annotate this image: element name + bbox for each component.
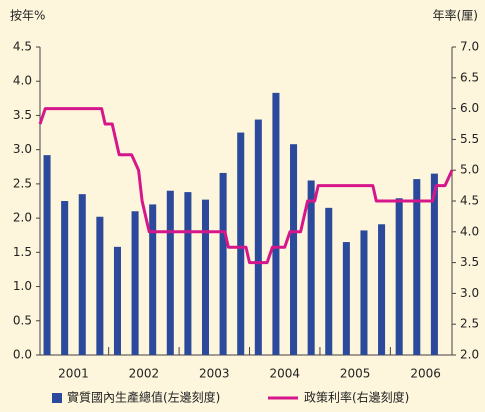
bar [325,207,333,355]
bar [131,211,139,355]
bar [201,199,210,355]
y-tick-label: 1.0 [13,279,32,293]
x-tick-label: 2002 [129,367,160,381]
bar [78,194,86,355]
y-tick-label: 3.0 [13,142,32,156]
y-axis-label: 按年% [10,9,45,23]
y2-tick-label: 3.5 [460,255,479,269]
bar [254,119,262,355]
bar [395,198,403,355]
bar [61,201,69,355]
bar [378,224,386,355]
bar [342,242,350,355]
y2-tick-label: 6.5 [460,70,479,84]
y-tick-label: 0.5 [13,313,32,327]
legend-label: 實質國內生產總值(左邊刻度) [67,390,220,405]
bar [290,144,298,355]
bar [360,230,368,355]
y-tick-label: 0.0 [13,348,32,362]
bar [219,172,227,355]
bar [237,132,245,355]
y2-tick-label: 6.0 [460,101,479,115]
y2-tick-label: 3.0 [460,286,479,300]
x-tick-label: 2005 [340,367,371,381]
y-tick-label: 2.0 [13,211,32,225]
legend-swatch [52,393,62,403]
y2-axis-label: 年率(厘) [433,8,478,23]
bar [307,180,315,355]
y2-tick-label: 4.5 [460,194,479,208]
y-tick-label: 4.5 [13,40,32,54]
x-tick-label: 2004 [269,367,300,381]
y2-tick-label: 2.0 [460,348,479,362]
legend-label: 政策利率(右邊刻度) [304,390,409,405]
bar [413,179,421,355]
x-tick-label: 2003 [199,367,230,381]
bar [430,173,438,355]
y2-tick-label: 5.0 [460,163,479,177]
bar [96,216,104,355]
bar [166,190,174,355]
y-tick-label: 4.0 [13,74,32,88]
y2-tick-label: 2.5 [460,317,479,331]
x-tick-label: 2001 [58,367,89,381]
y-tick-label: 3.5 [13,108,32,122]
y-tick-label: 1.5 [13,245,32,259]
bar [113,246,121,355]
y-tick-label: 2.5 [13,176,32,190]
bar [43,155,51,355]
bar [149,204,157,355]
bar [272,92,280,355]
y2-tick-label: 5.5 [460,132,479,146]
x-tick-label: 2006 [410,367,441,381]
bar [184,192,192,355]
line [38,107,454,265]
y2-tick-label: 4.0 [460,224,479,238]
y2-tick-label: 7.0 [460,40,479,54]
